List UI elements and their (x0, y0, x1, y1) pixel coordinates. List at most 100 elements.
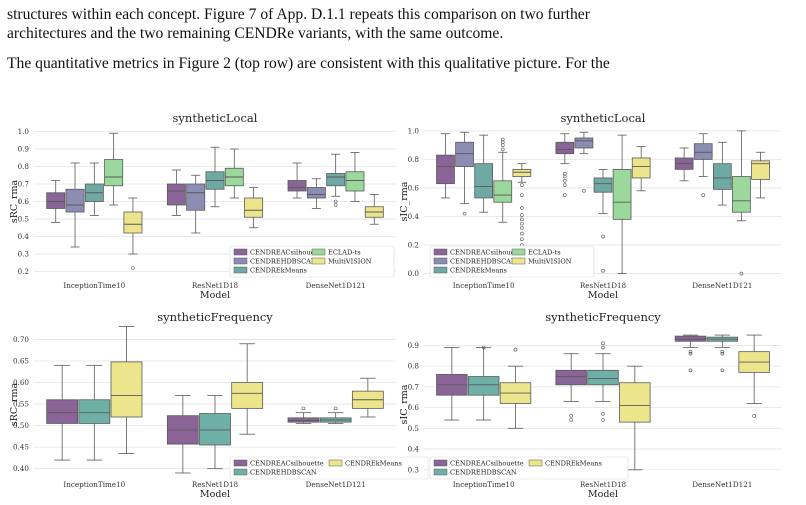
chart-title: syntheticFrequency (545, 310, 661, 324)
outlier-point (131, 266, 135, 270)
outlier-point (601, 418, 605, 422)
y-tick-label: 0.4 (408, 445, 420, 454)
outlier-point (500, 143, 505, 147)
y-tick-label: 0.8 (18, 162, 30, 171)
y-tick-label: 0.5 (18, 215, 30, 224)
legend-label: CENDREkMeans (545, 460, 603, 468)
x-tick-label: DenseNet1D121 (306, 480, 366, 489)
legend-label: CENDREHDBSCAN (450, 469, 517, 477)
legend-swatch (528, 459, 543, 467)
outlier-point (500, 140, 505, 145)
box (593, 177, 613, 193)
box (631, 157, 651, 179)
outlier-point (569, 418, 573, 422)
outlier-point (720, 349, 725, 354)
box (555, 141, 575, 155)
y-tick-label: 1.0 (18, 127, 30, 136)
box (493, 180, 513, 203)
x-tick-label: ResNet1D18 (580, 281, 627, 290)
box (244, 197, 264, 218)
outlier-point (481, 345, 486, 350)
y-tick-label: 1.0 (408, 126, 420, 135)
paragraph-line-1: structures within each concept. Figure 7… (7, 6, 590, 23)
y-tick-label: 0.40 (13, 464, 29, 473)
y-tick-label: 0.2 (408, 241, 419, 250)
legend-label: ECLAD-ts (328, 249, 361, 257)
legend-swatch (433, 257, 448, 265)
x-tick-label: InceptionTime10 (63, 480, 125, 489)
box (574, 137, 594, 149)
outlier-point (739, 271, 744, 276)
box (65, 188, 85, 213)
legend-swatch (311, 248, 326, 256)
outlier-point (720, 368, 725, 373)
legend: CENDREACsilhouetteCENDREHDBSCANCENDREkMe… (429, 456, 629, 480)
y-tick-label: 0.45 (13, 443, 29, 452)
outlier-point (520, 237, 524, 242)
outlier-point (563, 171, 567, 176)
box (166, 183, 186, 206)
outlier-point (601, 268, 605, 273)
box (287, 180, 307, 192)
y-tick-label: 0.4 (18, 232, 30, 241)
legend-swatch (511, 257, 526, 265)
paragraph-line-2: architectures and the two remaining CEND… (7, 25, 504, 42)
y-tick-label: 0.7 (18, 180, 30, 189)
outlier-point (688, 351, 693, 356)
x-tick-label: InceptionTime10 (453, 480, 515, 489)
legend-label: CENDREHDBSCAN (250, 469, 317, 477)
x-axis-label: Model (200, 489, 230, 500)
y-tick-label: 0.50 (13, 421, 29, 430)
y-tick-label: 0.2 (18, 267, 29, 276)
legend: CENDREACsilhouetteCENDREHDBSCANCENDREkMe… (229, 456, 429, 480)
y-tick-label: 0.70 (13, 335, 29, 344)
outlier-point (520, 213, 524, 217)
chart-panel-2: 0.0 0.2 0.4 0.6 0.8 1.0 syntheticLocal Model sIC… (399, 111, 782, 301)
outlier-point (520, 226, 524, 230)
outlier-point (563, 193, 567, 197)
box (231, 382, 264, 409)
y-tick-label: 0.9 (408, 341, 420, 350)
outlier-point (601, 234, 605, 239)
outlier-point (520, 217, 524, 222)
legend-label: ECLAD-ts (528, 249, 561, 257)
outlier-point (301, 406, 306, 411)
y-tick-label: 0.6 (408, 183, 420, 192)
x-tick-label: InceptionTime10 (63, 281, 125, 290)
legend-label: CENDREHDBSCAN (250, 258, 317, 266)
chart-panel-3: 0.40 0.45 0.50 0.55 0.60 0.65 0.70 syntheticFre… (9, 310, 429, 500)
chart-panel-1: 0.2 0.3 0.4 0.5 0.6 0.7 0.8 0.9 1.0 syntheticLoca… (9, 111, 396, 301)
y-axis-label: sIC_rma (399, 384, 410, 424)
outlier-point (701, 193, 706, 197)
outlier-point (563, 183, 567, 187)
y-tick-label: 0.4 (408, 212, 420, 221)
y-axis-label: sRC_rma (9, 383, 20, 427)
outlier-point (520, 183, 524, 187)
outlier-point (563, 179, 567, 183)
outlier-point (500, 147, 505, 152)
box (587, 369, 619, 386)
box (199, 413, 231, 446)
outlier-point (333, 199, 338, 204)
y-tick-label: 0.8 (408, 362, 420, 371)
legend-swatch (433, 468, 448, 476)
outlier-point (601, 345, 605, 350)
legend-label: MultiVISION (528, 258, 572, 266)
box (306, 187, 326, 199)
y-tick-label: 0.60 (13, 378, 29, 387)
y-tick-label: 0.9 (18, 145, 30, 154)
legend-label: CENDREACsilhouette (450, 249, 524, 257)
x-axis-label: Model (588, 290, 618, 301)
x-tick-label: DenseNet1D121 (306, 281, 366, 290)
legend-label: MultiVISION (328, 258, 372, 266)
y-tick-label: 0.5 (408, 424, 420, 433)
y-tick-label: 0.65 (13, 356, 29, 365)
legend: CENDREACsilhouetteCENDREHDBSCANCENDREkMe… (429, 245, 595, 278)
outlier-point (601, 341, 605, 346)
x-axis-label: Model (588, 489, 618, 500)
chart-title: syntheticFrequency (157, 310, 273, 324)
chart-panel-4: 0.3 0.4 0.5 0.6 0.7 0.8 0.9 syntheticFrequency M… (399, 310, 782, 500)
outlier-point (520, 206, 524, 210)
box (78, 399, 111, 424)
legend-label: CENDREACsilhouette (250, 249, 324, 257)
